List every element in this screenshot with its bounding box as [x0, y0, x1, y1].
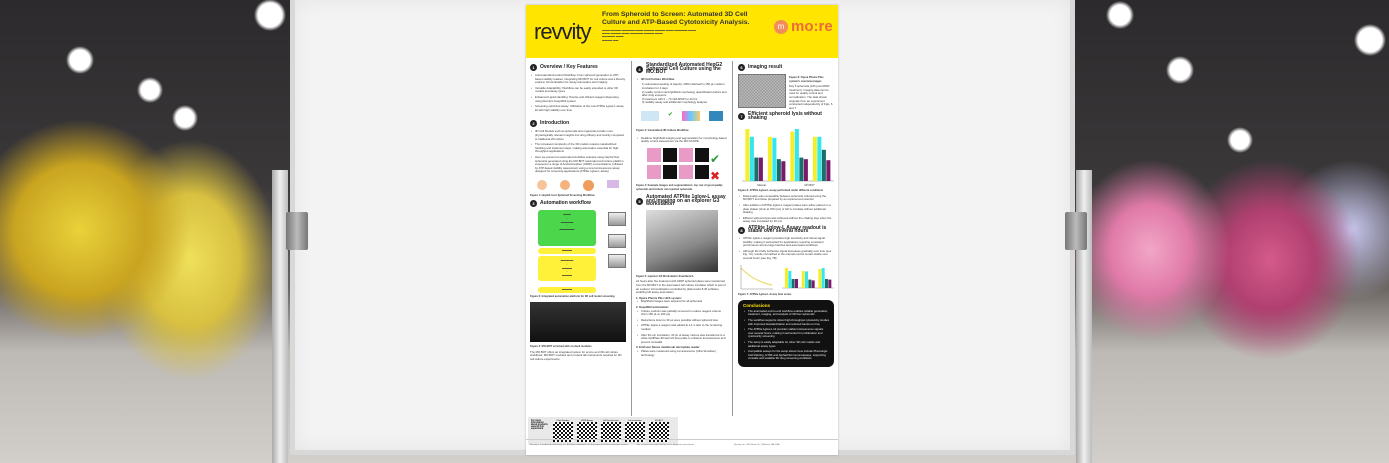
- bar: [805, 271, 808, 288]
- envision-block: ▬▬▬▬: [538, 287, 596, 294]
- qr-section: For more information about products used…: [528, 417, 678, 445]
- bar: [749, 136, 754, 181]
- bar: [818, 268, 822, 288]
- bar: [828, 279, 832, 288]
- column-3: 6 Imaging result Figure 6: Opera Phenix P…: [734, 61, 838, 416]
- bar: [745, 128, 750, 181]
- bar: [808, 279, 812, 288]
- authors: ▬▬▬ ▬▬▬▬ ▬▬▬▬▬ ▬▬▬ ▬▬▬▬ ▬▬▬▬ ▬▬▬ ▬▬▬▬▬ ▬…: [602, 29, 696, 42]
- board-stand-left: [272, 170, 288, 463]
- bar: [790, 131, 795, 181]
- group-label: Manual: [757, 183, 766, 187]
- section-heading: 2 Introduction: [530, 120, 626, 128]
- workstation-image: [646, 209, 718, 272]
- bar: [758, 157, 763, 181]
- bar: [821, 267, 825, 288]
- column-2: 4 Standardized Automated HepG2 Spheroid C…: [631, 61, 733, 416]
- poster-title: From Spheroid to Screen: Automated 3D Ce…: [602, 11, 750, 26]
- more-logo: m mo:re: [774, 18, 833, 35]
- section-heading: 5 Automated ATPlite 1glow-L assay and ima…: [636, 195, 728, 207]
- culture-workflow-figure: ✔: [636, 105, 728, 127]
- poster-footer: Revvity is a trademark of Revvity, Inc. …: [526, 439, 838, 455]
- board-clamp-right: [1065, 212, 1087, 250]
- lysis-bar-chart: [742, 128, 834, 181]
- bar: [826, 159, 831, 181]
- mobot-block: ▬▬▬ ↓ ▬▬▬▬▬ ↓ ▬▬▬▬▬▬: [538, 210, 596, 247]
- bar: [776, 158, 781, 181]
- check-icon: ✔: [667, 112, 673, 119]
- bar: [772, 137, 777, 181]
- section-heading: 8 ATPlite 1glow-L Assay readout is stable…: [738, 225, 834, 234]
- intro-list: 3D Cell Models such as spheroids and org…: [530, 130, 626, 174]
- section-heading: 7 Efficient spheroid lysis without shakin…: [738, 112, 834, 121]
- instrument-image: [608, 254, 626, 269]
- more-logo-icon: m: [774, 19, 788, 34]
- workflow-figure: [530, 179, 626, 191]
- bar: [812, 136, 817, 181]
- header-text: From Spheroid to Screen: Automated 3D Ce…: [602, 11, 768, 42]
- bar: [754, 157, 759, 181]
- qr-code[interactable]: [577, 422, 597, 442]
- board-clamp-left: [286, 212, 308, 250]
- assay-steps: 1. Opera Phenix Plus HCS system: Brightf…: [636, 296, 728, 357]
- bar: [821, 149, 826, 181]
- bar: [767, 136, 772, 181]
- keepwell-block: ▬▬▬▬▬ ↓ ▬▬▬▬ ↓ ▬▬▬▬: [538, 256, 596, 282]
- plate-overview-image: [738, 74, 786, 108]
- bar: [794, 128, 799, 181]
- bar: [785, 267, 788, 288]
- check-icon: ✔: [710, 151, 721, 166]
- bar: [801, 270, 805, 288]
- imaging-block: ▬▬▬▬: [538, 248, 596, 255]
- signal-decay-chart: [740, 264, 773, 289]
- poster: revvity From Spheroid to Screen: Automat…: [526, 5, 838, 455]
- section-heading: 4 Standardized Automated HepG2 Spheroid C…: [636, 63, 728, 75]
- bar: [825, 278, 828, 288]
- qr-code[interactable]: [601, 422, 621, 442]
- bar: [781, 160, 786, 181]
- section-heading: 3 Automation workflow: [530, 200, 626, 208]
- segmentation-images: ✔ ✖: [646, 147, 728, 182]
- poster-header: revvity From Spheroid to Screen: Automat…: [526, 5, 838, 58]
- culture-steps: 1) automated seeding of HepG2, 2000 cell…: [642, 82, 727, 105]
- bar: [817, 136, 822, 181]
- section-heading: 6 Imaging result: [738, 64, 834, 71]
- qr-code[interactable]: [625, 422, 645, 442]
- x-icon: ✖: [710, 169, 721, 184]
- bar: [788, 270, 792, 288]
- bar: [791, 278, 795, 288]
- conclusions-box: Conclusions The automated end-to-end wor…: [738, 300, 834, 367]
- instrument-image: [608, 234, 626, 249]
- group-label: MO:BOT: [804, 183, 815, 187]
- normalized-signal-chart: [782, 267, 834, 288]
- qr-code[interactable]: [553, 422, 573, 442]
- bar: [811, 280, 815, 288]
- bar: [799, 157, 804, 181]
- automation-diagram: ▬▬▬ ↓ ▬▬▬▬▬ ↓ ▬▬▬▬▬▬ ▬▬▬▬ ▬▬▬▬▬ ↓ ▬▬▬▬ ↓ ▬▬▬▬: [530, 210, 626, 284]
- section-heading: 1 Overview / Key Features: [530, 64, 626, 71]
- bar: [803, 158, 808, 181]
- decay-curve: [740, 267, 773, 286]
- bar: [795, 278, 798, 288]
- revvity-logo: revvity: [534, 19, 592, 44]
- qr-code[interactable]: [649, 422, 669, 442]
- mobot-photo: [530, 302, 626, 343]
- instrument-image: [608, 212, 626, 227]
- overview-list: Automated End-to-End Workflow: From sphe…: [530, 73, 626, 112]
